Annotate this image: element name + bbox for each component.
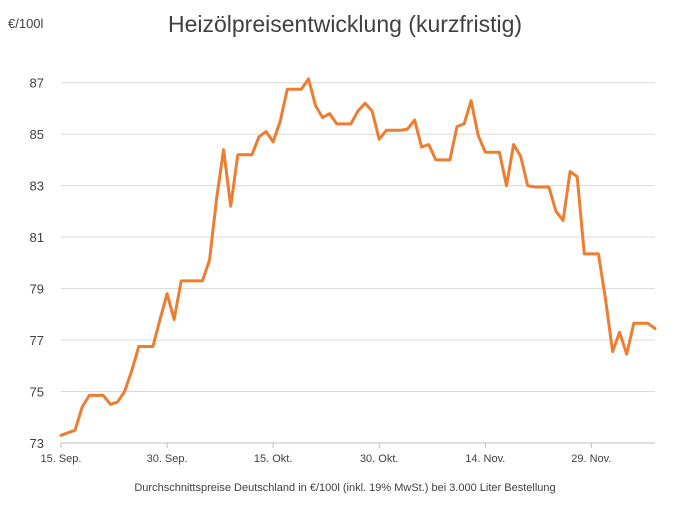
y-tick-label: 79 [30,282,44,297]
y-tick-label: 85 [30,127,44,142]
x-tick-label: 15. Okt. [254,453,293,465]
chart-caption: Durchschnittspreise Deutschland in €/100… [134,482,555,494]
y-tick-label: 75 [30,385,44,400]
x-tick-label: 30. Sep. [147,453,188,465]
x-axis-tick-labels: 15. Sep. 30. Sep. 15. Okt. 30. Okt. 14. Nov.… [41,443,611,465]
series-line-price [59,77,657,437]
gridlines [61,82,655,393]
y-axis-tick-labels: 73 75 77 79 81 83 85 87 [30,76,44,451]
x-tick-label: 15. Sep. [41,453,82,465]
x-tick-label: 14. Nov. [465,453,505,465]
chart-title: Heizölpreisentwicklung (kurzfristig) [168,11,522,37]
y-tick-label: 87 [30,76,44,91]
y-tick-label: 73 [30,436,44,451]
y-axis-unit-label: €/100l [8,16,44,31]
y-tick-label: 81 [30,230,44,245]
x-tick-label: 29. Nov. [571,453,611,465]
y-tick-label: 83 [30,179,44,194]
x-tick-label: 30. Okt. [360,453,399,465]
y-tick-label: 77 [30,333,44,348]
